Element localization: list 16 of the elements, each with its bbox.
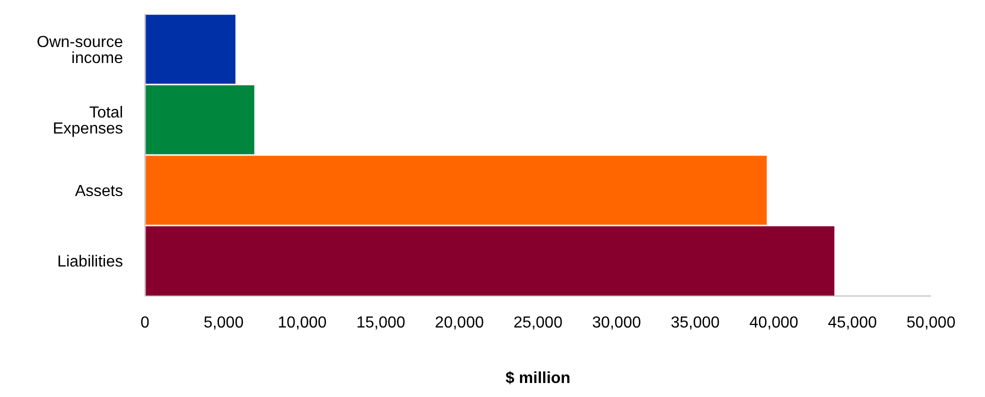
x-tick-label: 0 (140, 314, 150, 332)
x-tick-label: 40,000 (749, 314, 798, 332)
y-tick-label: Own-source income (36, 34, 124, 67)
x-tick-label: 20,000 (434, 314, 484, 332)
y-tick-label: Assets (74, 182, 123, 200)
y-tick-label: Total Expenses (52, 104, 123, 138)
x-tick-label: 45,000 (828, 314, 877, 332)
x-tick-label: 25,000 (514, 314, 563, 332)
x-tick-label: 30,000 (592, 314, 642, 332)
x-axis-title: $ million (506, 370, 570, 387)
x-tick-label: 10,000 (278, 314, 327, 332)
x-tick-label: 50,000 (906, 314, 956, 332)
y-tick-label: Liabilities (57, 253, 123, 270)
x-tick-label: 5,000 (204, 314, 244, 332)
x-tick-label: 15,000 (356, 314, 406, 332)
x-tick-label: 35,000 (670, 314, 720, 332)
